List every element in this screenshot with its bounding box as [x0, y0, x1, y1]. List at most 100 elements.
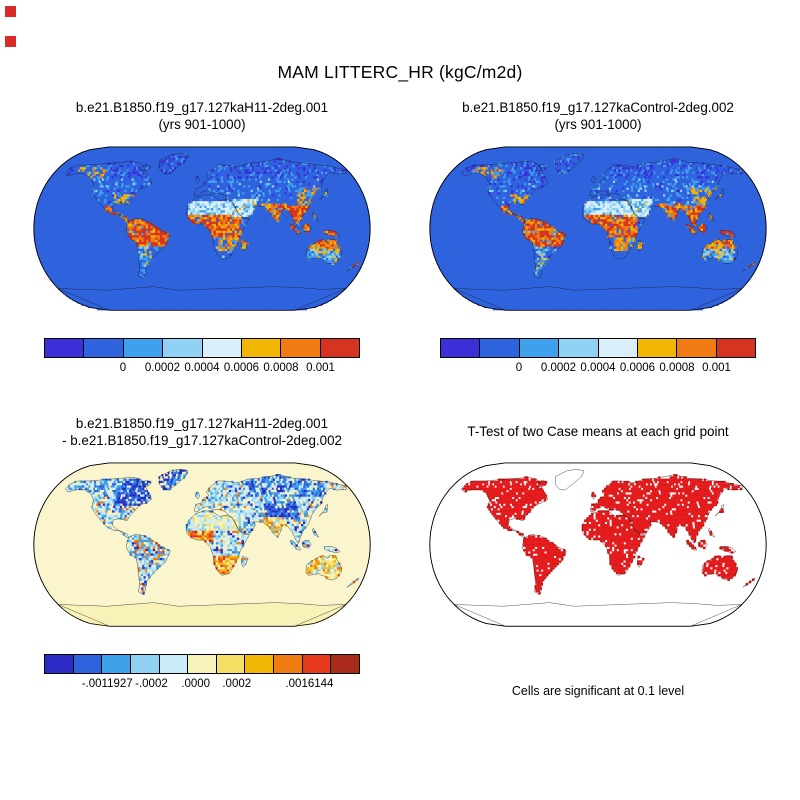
difference-run-name: b.e21.B1850.f19_g17.127kaH11-2deg.001	[75, 415, 329, 431]
coastline-madagascar	[637, 240, 644, 252]
colorbar-segment	[302, 655, 332, 673]
coastline-nz	[742, 261, 756, 272]
colorbar-segment	[274, 655, 303, 673]
coastline-madagascar	[241, 556, 248, 568]
coastlines	[454, 469, 756, 627]
coastline-baffin	[139, 479, 152, 487]
coastline-japan	[715, 188, 725, 201]
case1-years: (yrs 901-1000)	[158, 117, 246, 132]
colorbar-segment	[216, 655, 246, 673]
colorbar-tick-label: 0.0002	[540, 362, 577, 374]
colorbar-diff-ticks: -.0011927 -.0002 .0000 .0002 .0016144	[44, 678, 360, 693]
panel-case1-title: b.e21.B1850.f19_g17.127kaH11-2deg.001 (y…	[16, 96, 388, 136]
coastline-australia	[305, 239, 342, 265]
colorbar-segment	[202, 339, 242, 357]
colorbar-tick-label: 0.0004	[184, 362, 220, 374]
coastline-australia	[701, 239, 738, 265]
panel-case1: b.e21.B1850.f19_g17.127kaH11-2deg.001 (y…	[16, 96, 388, 377]
coastline-japan	[715, 504, 725, 517]
colorbar-diff-bar	[44, 654, 360, 674]
colorbar-case1: 0 0.0002 0.0004 0.0006 0.0008 0.001	[16, 338, 388, 377]
coastline-philippines	[312, 211, 320, 222]
coastline-antarctica	[58, 286, 346, 311]
coastline-philippines	[708, 211, 716, 222]
coastline-sumatra	[289, 539, 302, 551]
map-outline	[33, 462, 371, 627]
map-outline	[429, 146, 767, 311]
coastline-baffin	[535, 479, 548, 487]
colorbar-segment	[637, 339, 678, 357]
colorbar-tick-label: 0.0008	[263, 362, 299, 374]
coastline-sumatra	[685, 223, 698, 235]
colorbar-segment	[45, 655, 74, 673]
colorbar-segment	[241, 339, 282, 357]
colorbar-tick-label: .0002	[222, 678, 252, 690]
colorbar-segment	[519, 339, 560, 357]
colorbar-tick-label: 0.0006	[223, 362, 260, 374]
coastline-antarctica	[58, 602, 346, 627]
coastline-japan	[319, 504, 329, 517]
coastline-greenland	[554, 469, 585, 491]
case2-run-name: b.e21.B1850.f19_g17.127kaControl-2deg.00…	[462, 99, 734, 115]
grid-cells	[58, 153, 359, 311]
colorbar-tick-label: -.0011927	[81, 678, 133, 690]
colorbar-tick-label: 0.001	[306, 362, 335, 374]
figure-title: MAM LITTERC_HR (kgC/m2d)	[277, 62, 523, 82]
colorbar-case2-bar	[440, 338, 756, 358]
coastlines	[454, 153, 756, 311]
colorbar-segment	[84, 339, 124, 357]
coastline-eurasia	[193, 474, 348, 544]
coastline-australia	[701, 555, 738, 581]
corner-marker	[5, 6, 16, 17]
colorbar-segment	[123, 339, 164, 357]
coastline-na	[65, 161, 153, 223]
map-difference	[33, 462, 371, 627]
coastline-japan	[319, 188, 329, 201]
colorbar-segment	[598, 339, 638, 357]
map-outline	[33, 146, 371, 311]
colorbar-case2-ticks: 0 0.0002 0.0004 0.0006 0.0008 0.001	[440, 362, 756, 377]
coastline-borneo	[697, 540, 708, 549]
coastline-sumatra	[685, 539, 698, 551]
colorbar-segment	[320, 339, 359, 357]
coastline-greenland	[158, 153, 189, 175]
colorbar-tick-label: .0016144	[285, 678, 334, 690]
coastline-baffin	[139, 163, 152, 171]
colorbar-segment	[188, 655, 217, 673]
colorbar-segment	[73, 655, 103, 673]
coastline-uk	[194, 491, 200, 500]
panel-case2-title: b.e21.B1850.f19_g17.127kaControl-2deg.00…	[412, 96, 784, 136]
grid-cells	[58, 469, 359, 627]
coastline-uk	[590, 491, 596, 500]
coastline-na	[461, 477, 549, 539]
coastline-nz	[346, 261, 360, 272]
coastline-newguinea	[324, 230, 341, 237]
coastline-nz	[742, 577, 756, 588]
colorbar-segment	[281, 339, 321, 357]
coastline-borneo	[301, 540, 312, 549]
coastline-philippines	[708, 527, 716, 538]
colorbar-tick-label: 0.0006	[619, 362, 656, 374]
colorbar-case1-bar	[44, 338, 360, 358]
coastline-sa	[522, 534, 567, 595]
coastline-sa	[522, 218, 567, 279]
coastline-uk	[590, 175, 596, 184]
corner-marker	[5, 36, 16, 47]
colorbar-case2: 0 0.0002 0.0004 0.0006 0.0008 0.001	[412, 338, 784, 377]
difference-run-name-2: - b.e21.B1850.f19_g17.127kaControl-2deg.…	[62, 433, 342, 448]
coastline-australia	[305, 555, 342, 581]
coastline-eurasia	[589, 474, 744, 544]
panel-difference-title: b.e21.B1850.f19_g17.127kaH11-2deg.001 - …	[16, 412, 388, 452]
coastlines	[58, 469, 360, 627]
map-case1	[33, 146, 371, 311]
coastline-na	[461, 161, 549, 223]
coastline-na	[65, 477, 153, 539]
colorbar-segment	[441, 339, 481, 357]
colorbar-segment	[331, 655, 360, 673]
coastline-uk	[194, 175, 200, 184]
colorbar-tick-label: -.0002	[135, 678, 168, 690]
colorbar-segment	[163, 339, 203, 357]
ttest-caption: Cells are significant at 0.1 level	[511, 684, 685, 698]
coastline-africa	[186, 510, 250, 576]
colorbar-tick-label: .0000	[181, 678, 211, 690]
